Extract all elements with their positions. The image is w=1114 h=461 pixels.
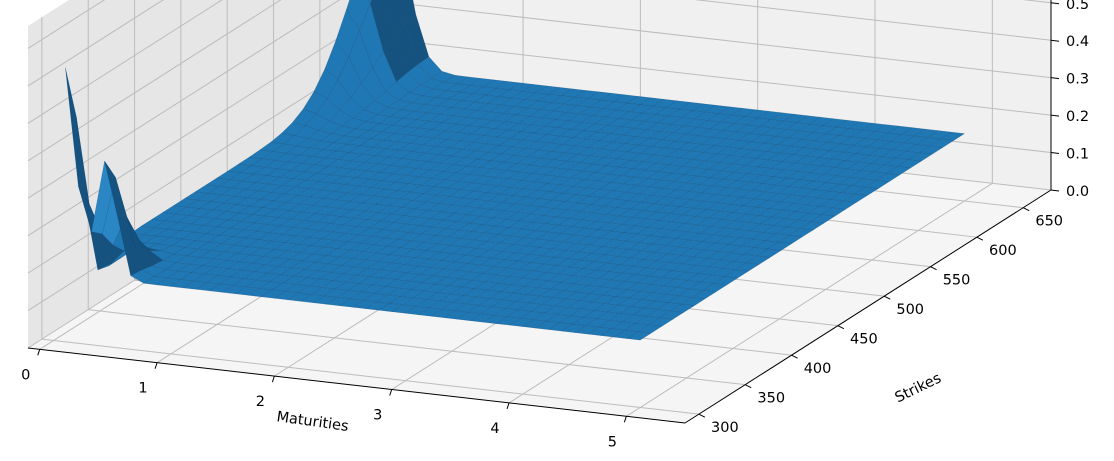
axes-lines bbox=[27, 0, 1052, 424]
z-tick-mark bbox=[1050, 2, 1060, 5]
surface-patch bbox=[626, 331, 652, 341]
grid-z-back bbox=[393, 2, 1052, 79]
grid-z-side bbox=[27, 0, 106, 49]
x-tick-mark bbox=[389, 389, 393, 396]
pane-side bbox=[28, 0, 394, 348]
y-tick-label: 450 bbox=[850, 332, 878, 348]
surface-patch bbox=[368, 0, 373, 4]
x-tick-mark bbox=[154, 362, 158, 369]
z-tick-mark bbox=[1050, 152, 1060, 155]
x-tick-label: 4 bbox=[490, 421, 499, 437]
y-tick-mark bbox=[930, 266, 937, 271]
grid-z-side bbox=[27, 0, 341, 199]
y-tick-mark bbox=[976, 236, 984, 241]
grid-x-floor bbox=[626, 182, 993, 417]
y-tick-label: 650 bbox=[1035, 214, 1063, 230]
x-tick-label: 0 bbox=[21, 367, 30, 383]
x-tick-mark bbox=[506, 402, 510, 410]
z-tick-label: 0.1 bbox=[1066, 147, 1089, 163]
grid-z-back bbox=[393, 39, 1052, 116]
x-axis-line bbox=[27, 347, 686, 424]
y-tick-mark bbox=[791, 354, 798, 359]
x-tick-mark bbox=[271, 375, 275, 383]
y-tick-mark bbox=[698, 413, 706, 418]
x-tick-label: 1 bbox=[138, 381, 147, 397]
y-axis-line bbox=[684, 189, 1052, 424]
grid-z-side bbox=[27, 0, 223, 124]
x-tick-label: 3 bbox=[373, 408, 382, 424]
x-axis-label: Maturities bbox=[276, 409, 350, 435]
surface-mesh bbox=[65, 0, 966, 341]
x-tick-label: 2 bbox=[256, 394, 265, 410]
y-tick-label: 600 bbox=[989, 243, 1017, 259]
grid-y-floor bbox=[88, 309, 746, 386]
grid-z-side bbox=[27, 2, 395, 237]
z-tick-label: 0.0 bbox=[1066, 184, 1089, 200]
y-tick-mark bbox=[1022, 207, 1030, 212]
z-tick-mark bbox=[1050, 189, 1060, 192]
z-tick-label: 0.4 bbox=[1066, 34, 1089, 50]
y-tick-label: 550 bbox=[943, 273, 971, 289]
y-tick-mark bbox=[837, 325, 845, 330]
z-tick-mark bbox=[1050, 114, 1060, 117]
y-tick-label: 500 bbox=[896, 302, 924, 318]
z-tick-mark bbox=[1050, 77, 1060, 80]
y-axis-label: Strikes bbox=[893, 370, 944, 406]
grid-z-side bbox=[27, 0, 164, 87]
grid-z-back bbox=[694, 0, 1052, 41]
z-tick-label: 0.5 bbox=[1066, 0, 1089, 13]
y-tick-mark bbox=[883, 295, 891, 300]
y-tick-label: 350 bbox=[757, 391, 785, 407]
z-tick-label: 0.2 bbox=[1066, 109, 1089, 125]
z-tick-label: 0.3 bbox=[1066, 72, 1089, 88]
x-tick-mark bbox=[37, 349, 41, 356]
y-tick-mark bbox=[745, 384, 752, 389]
y-tick-label: 300 bbox=[711, 420, 739, 436]
x-tick-mark bbox=[623, 416, 627, 423]
grid-z-side bbox=[27, 0, 282, 162]
y-tick-label: 400 bbox=[804, 361, 832, 377]
x-tick-label: 5 bbox=[608, 434, 617, 450]
z-tick-mark bbox=[1050, 39, 1060, 42]
grid-y-floor bbox=[41, 338, 699, 415]
